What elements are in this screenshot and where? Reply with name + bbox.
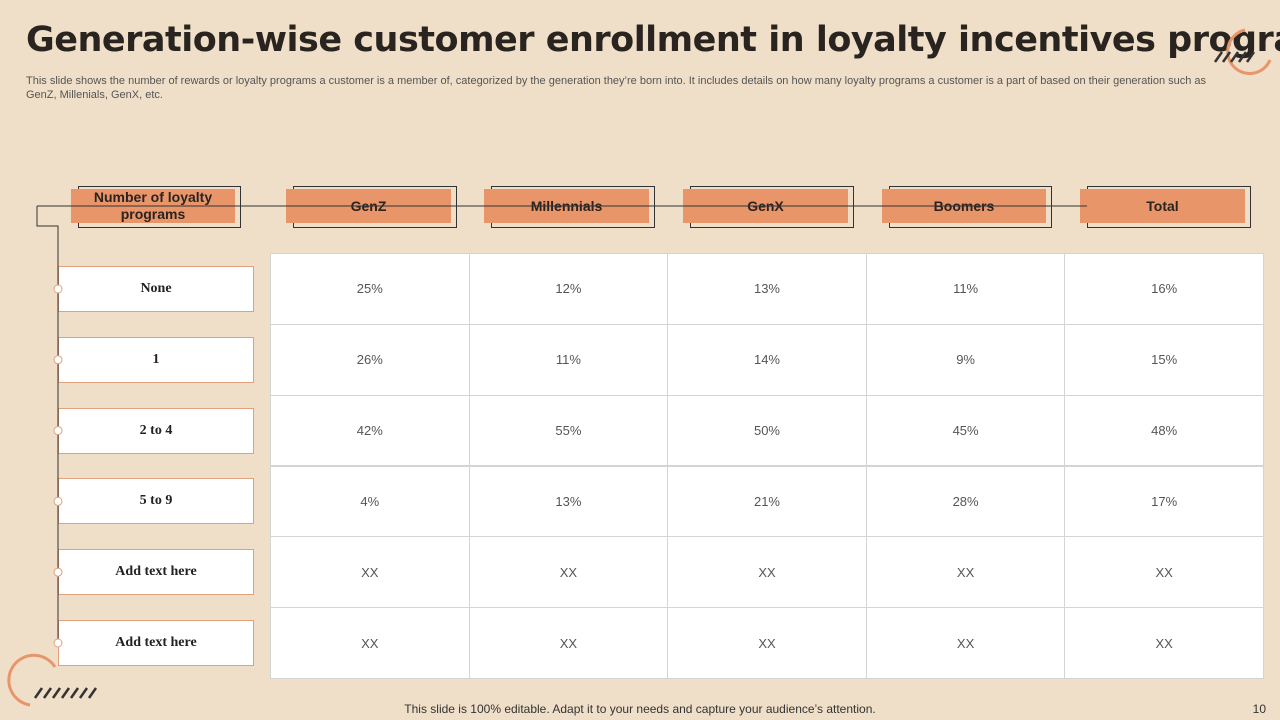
table-cell: 50% (667, 394, 867, 467)
row-label: 1 (58, 336, 254, 383)
table-cell: 13% (667, 253, 867, 325)
table-cell: 28% (865, 465, 1066, 538)
table-cell: 17% (1064, 465, 1264, 538)
row-label: 2 to 4 (58, 407, 254, 454)
table-cell: 25% (270, 253, 470, 325)
page-number: 10 (1252, 702, 1266, 716)
table-cell: XX (270, 536, 470, 609)
table-cell: 48% (1064, 394, 1264, 467)
table-cell: XX (468, 536, 669, 609)
connector-dot (53, 496, 63, 506)
connector-dot (53, 638, 63, 648)
connector-dot (53, 284, 63, 294)
table-cell: XX (1064, 536, 1264, 609)
connector-dot (53, 567, 63, 577)
table-cell: XX (468, 607, 669, 679)
table-cell: 15% (1064, 323, 1264, 396)
column-header: Total (1080, 189, 1245, 223)
row-label: Add text here (58, 549, 254, 596)
table-cell: XX (865, 607, 1066, 679)
table-cell: 13% (468, 465, 669, 538)
table-cell: 42% (270, 394, 470, 467)
table-cell: XX (865, 536, 1066, 609)
table-cell: 9% (865, 323, 1066, 396)
table-cell: 21% (667, 465, 867, 538)
table-cell: 55% (468, 394, 669, 467)
footer-note: This slide is 100% editable. Adapt it to… (404, 702, 876, 716)
table-cell: XX (270, 607, 470, 679)
connector-dot (53, 426, 63, 436)
row-label: None (58, 266, 254, 312)
table-cell: 26% (270, 323, 470, 396)
table-cell: XX (1064, 607, 1264, 679)
table-cell: 45% (865, 394, 1066, 467)
table-cell: XX (667, 607, 867, 679)
connector-dot (53, 355, 63, 365)
slide-title: Generation-wise customer enrollment in l… (26, 20, 1280, 60)
row-label: Add text here (58, 620, 254, 666)
table-cell: 16% (1064, 253, 1264, 325)
table-cell: 12% (468, 253, 669, 325)
table-cell: 14% (667, 323, 867, 396)
slide-description: This slide shows the number of rewards o… (26, 75, 1207, 101)
table-cell: XX (667, 536, 867, 609)
table-cell: 11% (468, 323, 669, 396)
column-header-box: Total (1080, 186, 1251, 228)
table-cell: 4% (270, 465, 470, 538)
table-cell: 11% (865, 253, 1066, 325)
